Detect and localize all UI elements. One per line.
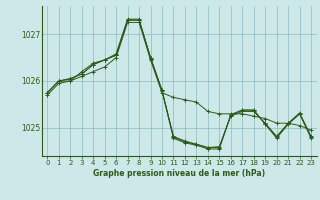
X-axis label: Graphe pression niveau de la mer (hPa): Graphe pression niveau de la mer (hPa) [93, 169, 265, 178]
